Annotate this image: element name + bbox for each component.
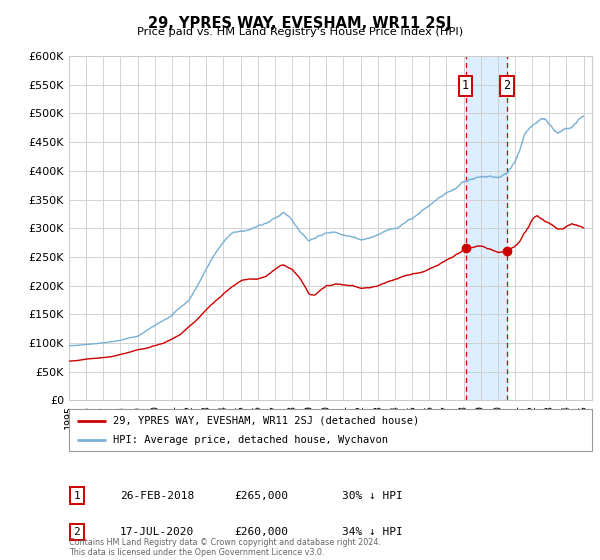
Text: Price paid vs. HM Land Registry's House Price Index (HPI): Price paid vs. HM Land Registry's House … — [137, 27, 463, 37]
Text: 29, YPRES WAY, EVESHAM, WR11 2SJ: 29, YPRES WAY, EVESHAM, WR11 2SJ — [148, 16, 452, 31]
Text: £265,000: £265,000 — [234, 491, 288, 501]
Text: 1: 1 — [73, 491, 80, 501]
Text: 29, YPRES WAY, EVESHAM, WR11 2SJ (detached house): 29, YPRES WAY, EVESHAM, WR11 2SJ (detach… — [113, 416, 420, 426]
Text: Contains HM Land Registry data © Crown copyright and database right 2024.
This d: Contains HM Land Registry data © Crown c… — [69, 538, 381, 557]
Text: 2: 2 — [503, 80, 511, 92]
Text: 26-FEB-2018: 26-FEB-2018 — [120, 491, 194, 501]
Text: HPI: Average price, detached house, Wychavon: HPI: Average price, detached house, Wych… — [113, 435, 388, 445]
Text: 1: 1 — [462, 80, 469, 92]
Text: £260,000: £260,000 — [234, 527, 288, 537]
Text: 2: 2 — [73, 527, 80, 537]
Text: 34% ↓ HPI: 34% ↓ HPI — [342, 527, 403, 537]
Text: 30% ↓ HPI: 30% ↓ HPI — [342, 491, 403, 501]
Bar — [466, 56, 507, 400]
Text: 17-JUL-2020: 17-JUL-2020 — [120, 527, 194, 537]
